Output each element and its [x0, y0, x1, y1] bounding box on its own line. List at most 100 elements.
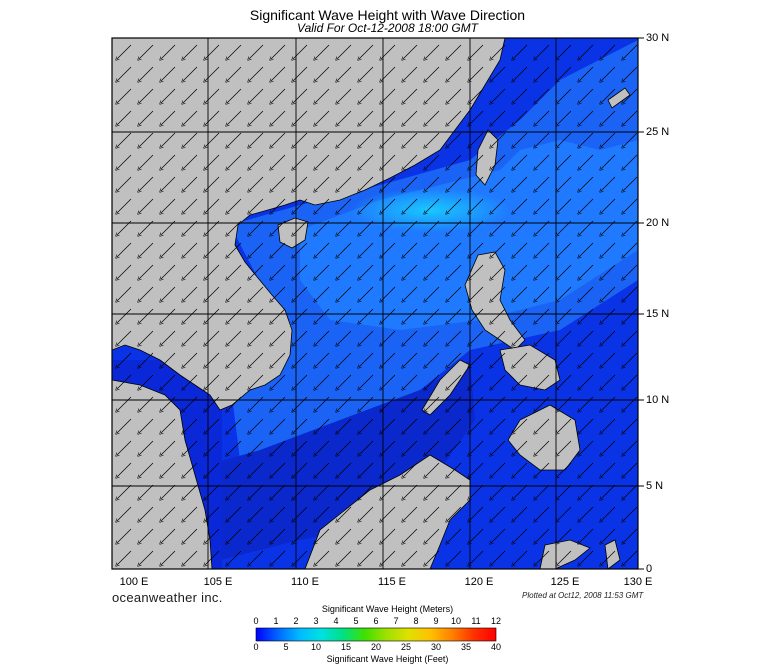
wave-arrow — [579, 528, 594, 543]
wave-arrow — [381, 132, 396, 147]
wave-arrow — [469, 440, 484, 455]
wave-arrow — [161, 198, 176, 213]
wave-arrow — [535, 220, 550, 235]
wave-arrow — [117, 66, 132, 81]
wave-arrow — [315, 110, 330, 125]
wave-arrow — [315, 242, 330, 257]
wave-arrow — [271, 462, 286, 477]
wave-arrow — [447, 242, 462, 257]
wave-arrow — [139, 132, 154, 147]
wave-arrow — [293, 550, 308, 565]
wave-arrow — [513, 374, 528, 389]
lat-label-15n: 15 N — [646, 308, 670, 320]
wave-arrow — [469, 484, 484, 499]
wave-arrow — [161, 506, 176, 521]
wave-arrow — [249, 88, 264, 103]
lon-label-120e: 120 E — [464, 576, 494, 588]
wave-arrow — [139, 418, 154, 433]
wave-arrow — [535, 418, 550, 433]
wave-arrow — [183, 242, 198, 257]
wave-arrow — [491, 396, 506, 411]
wave-arrow — [249, 176, 264, 191]
wave-arrow — [293, 484, 308, 499]
wave-arrow — [403, 286, 418, 301]
wave-arrow — [293, 418, 308, 433]
wave-arrow — [469, 550, 484, 565]
wave-arrow — [271, 44, 286, 59]
wave-arrow — [139, 462, 154, 477]
wave-arrow — [557, 286, 572, 301]
wave-arrow — [205, 110, 220, 125]
wave-arrow — [271, 88, 286, 103]
lon-label-115e: 115 E — [378, 576, 406, 588]
wave-arrow — [139, 396, 154, 411]
wave-arrow — [183, 330, 198, 345]
wave-arrow — [205, 506, 220, 521]
wave-arrow — [205, 550, 220, 565]
wave-arrow — [491, 528, 506, 543]
wave-arrow — [535, 506, 550, 521]
wave-arrow — [337, 418, 352, 433]
wave-arrow — [359, 264, 374, 279]
wave-arrow — [337, 484, 352, 499]
wave-arrow — [381, 176, 396, 191]
wave-arrow — [535, 396, 550, 411]
wave-arrow — [447, 286, 462, 301]
chart-subtitle: Valid For Oct-12-2008 18:00 GMT — [297, 21, 478, 35]
wave-arrow — [403, 550, 418, 565]
wave-arrow — [491, 242, 506, 257]
wave-arrow — [447, 330, 462, 345]
wave-arrow — [513, 176, 528, 191]
wave-arrow — [227, 66, 242, 81]
wave-arrow — [469, 396, 484, 411]
wave-arrow — [403, 88, 418, 103]
wave-arrow — [513, 44, 528, 59]
wave-arrow — [601, 308, 616, 323]
wave-arrow — [381, 154, 396, 169]
plotted-timestamp: Plotted at Oct12, 2008 11:53 GMT — [522, 591, 644, 600]
wave-arrow — [183, 352, 198, 367]
wave-arrow — [117, 264, 132, 279]
swell-max — [350, 188, 510, 232]
wave-arrow — [249, 462, 264, 477]
wave-arrow — [447, 66, 462, 81]
wave-arrow — [249, 506, 264, 521]
lon-label-125e: 125 E — [550, 576, 580, 588]
wave-arrow — [161, 88, 176, 103]
wave-arrow — [579, 66, 594, 81]
wave-arrow — [513, 242, 528, 257]
wave-arrow — [161, 484, 176, 499]
wave-arrow — [579, 374, 594, 389]
wave-arrow — [227, 418, 242, 433]
wave-arrow — [381, 528, 396, 543]
wave-arrow — [117, 198, 132, 213]
wave-arrow — [183, 220, 198, 235]
wave-arrow — [491, 440, 506, 455]
wave-arrow — [579, 88, 594, 103]
wave-arrow — [469, 286, 484, 301]
wave-arrow — [513, 528, 528, 543]
wave-arrow — [337, 198, 352, 213]
wave-arrow — [623, 66, 638, 81]
wave-arrow — [381, 220, 396, 235]
wave-arrow — [491, 154, 506, 169]
wave-arrow — [271, 154, 286, 169]
wave-arrow — [139, 352, 154, 367]
colorbar-title-meters: Significant Wave Height (Meters) — [321, 604, 454, 614]
wave-arrow — [271, 198, 286, 213]
wave-arrow — [293, 132, 308, 147]
wave-arrow — [293, 154, 308, 169]
wave-arrow — [205, 374, 220, 389]
wave-arrow — [117, 110, 132, 125]
wave-arrow — [227, 154, 242, 169]
wave-arrow — [139, 198, 154, 213]
wave-arrow — [161, 462, 176, 477]
wave-arrow — [293, 198, 308, 213]
wave-arrow — [315, 264, 330, 279]
wave-arrow — [271, 352, 286, 367]
wave-arrow — [623, 440, 638, 455]
wave-arrow — [359, 66, 374, 81]
wave-arrow — [117, 176, 132, 191]
wave-arrow — [271, 396, 286, 411]
wave-arrow — [227, 374, 242, 389]
